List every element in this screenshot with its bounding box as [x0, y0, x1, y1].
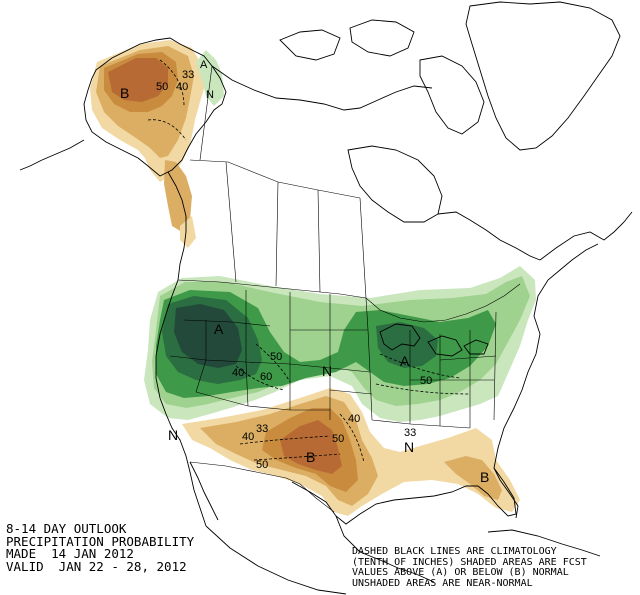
below-40-southeast: [444, 456, 502, 500]
arctic-islands-1: [279, 29, 341, 61]
alaska-a-label: A: [200, 59, 208, 71]
baffin-island: [419, 55, 485, 135]
baja-outline: [189, 461, 219, 521]
note-line-2: (TENTH OF INCHES) SHADED AREAS ARE FCST: [352, 556, 587, 568]
legend-note: DASHED BLACK LINES ARE CLIMATOLOGY (TENTH…: [352, 546, 587, 589]
us-states-west: [169, 290, 330, 411]
florida-outline: [493, 467, 519, 519]
us-states-central: [289, 294, 471, 429]
us-mexico-border: [189, 461, 335, 513]
caption-line-2: PRECIPITATION PROBABILITY: [6, 533, 195, 549]
west-50-label: 50: [270, 351, 282, 363]
note-line-3: VALUES ABOVE (A) OR BELOW (B) NORMAL: [352, 567, 569, 578]
west-a-label: A: [214, 321, 224, 337]
climatology-lines: [147, 59, 471, 463]
atlantic-coast-outline: [493, 243, 599, 469]
bc-coast-outline: [167, 171, 187, 281]
sw-50b-label: 50: [256, 459, 268, 471]
clim-line-east: [375, 353, 471, 395]
note-line-1: DASHED BLACK LINES ARE CLIMATOLOGY: [352, 546, 557, 557]
aleutian-chain: [19, 139, 85, 171]
arctic-islands-2: [349, 19, 415, 57]
caption-line-1: 8-14 DAY OUTLOOK: [6, 521, 127, 536]
sw-n-label: N: [168, 427, 178, 443]
caption-line-3: MADE 14 JAN 2012: [6, 546, 134, 561]
se-33-label: 33: [404, 427, 416, 439]
clim-line-west: [235, 343, 291, 391]
great-lakes: [379, 323, 489, 357]
us-states-east: [409, 311, 497, 428]
alaska-b-label: B: [120, 85, 129, 101]
alaska-shading: [90, 40, 224, 248]
mexico-outline: [205, 515, 435, 595]
sw-b-label: B: [306, 449, 315, 465]
clim-line-south: [239, 413, 365, 463]
conus-below-shading: [182, 388, 520, 516]
canada-provinces: [189, 65, 367, 299]
east-50-label: 50: [420, 375, 432, 387]
greenland-outline: [465, 1, 621, 151]
alaska-n-label: N: [206, 89, 214, 101]
below-60-center: [280, 420, 342, 474]
alaska-33-label: 33: [182, 69, 194, 81]
sw-50-label: 50: [332, 433, 344, 445]
west-coast-outline: [155, 279, 207, 527]
alaska-below-60: [108, 58, 168, 102]
note-line-4: UNSHADED AREAS ARE NEAR-NORMAL: [352, 577, 533, 589]
maritimes-outline: [539, 211, 633, 261]
east-a-label: A: [400, 353, 410, 369]
contour-labels: B A N 33 40 50 A 50 60 40 A 50 B N N 40 …: [120, 59, 489, 485]
alaska-40-label: 40: [176, 81, 188, 93]
sw-33-label: 33: [256, 423, 268, 435]
clim-line-alaska: [147, 59, 187, 141]
alaska-above-33: [196, 50, 224, 106]
west-40-label: 40: [232, 367, 244, 379]
labrador-outline: [437, 211, 541, 261]
gulf-coast-outline: [291, 467, 517, 525]
alaska-50-label: 50: [156, 81, 168, 93]
alaska-outline: [83, 37, 227, 177]
west-60-label: 60: [260, 371, 272, 383]
political-boundaries: [169, 65, 521, 513]
outlook-caption: 8-14 DAY OUTLOOK PRECIPITATION PROBABILIT…: [6, 521, 195, 574]
bc-coast-below-light: [180, 216, 196, 248]
land-outlines: [19, 1, 633, 595]
se-b-label: B: [480, 469, 489, 485]
sw-n2-label: N: [322, 363, 332, 379]
arctic-coast-outline: [211, 65, 433, 111]
cuba-outline: [487, 529, 601, 557]
sw-40b-label: 40: [242, 431, 254, 443]
hudson-bay-outline: [347, 145, 443, 223]
sw-40-label: 40: [348, 413, 360, 425]
caption-line-4: VALID JAN 22 - 28, 2012: [6, 558, 187, 574]
se-n-label: N: [404, 439, 414, 455]
canada-us-border: [177, 279, 521, 323]
